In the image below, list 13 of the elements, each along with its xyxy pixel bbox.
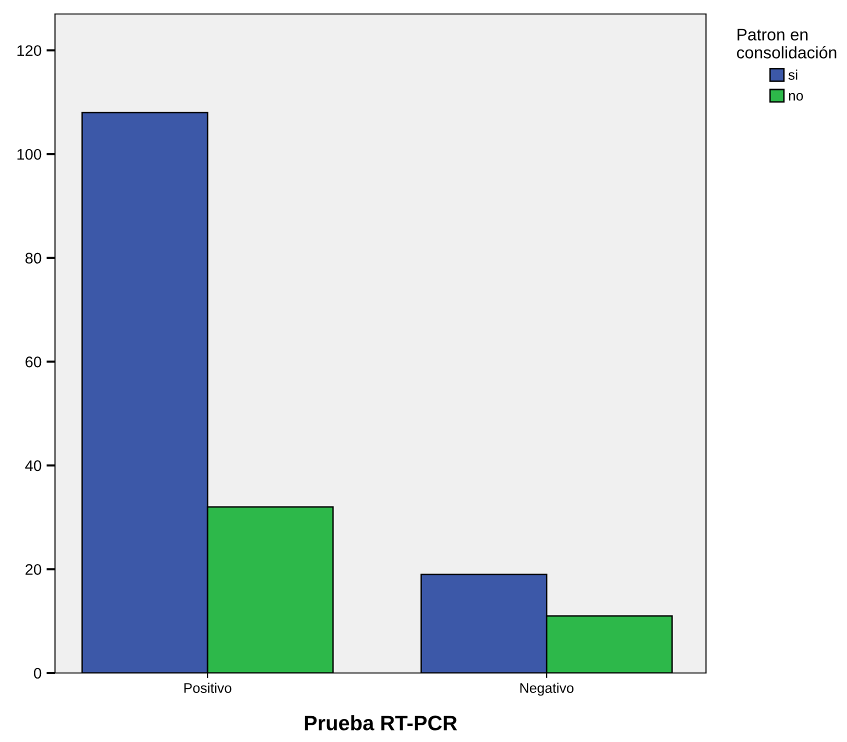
x-tick-label: Positivo <box>184 682 232 693</box>
x-axis-title: Prueba RT-PCR <box>304 715 458 730</box>
y-tick-label: 40 <box>25 460 42 472</box>
legend-label: no <box>789 93 803 101</box>
y-tick-label: 60 <box>26 356 42 368</box>
y-tick-label: 20 <box>26 564 42 575</box>
y-tick-label: 120 <box>17 45 42 56</box>
legend-label: si <box>788 70 798 80</box>
legend-title: Patron en consolidación <box>737 28 836 58</box>
y-tick-label: 0 <box>34 668 42 679</box>
x-tick-label: Negativo <box>520 682 574 696</box>
y-tick-label: 100 <box>17 148 42 160</box>
y-tick-label: 80 <box>25 252 42 264</box>
